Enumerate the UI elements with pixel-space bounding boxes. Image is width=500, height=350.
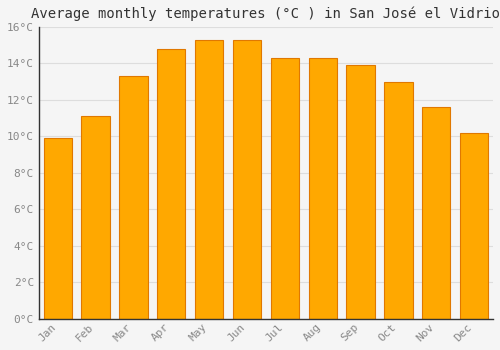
- Bar: [308, 58, 337, 319]
- Bar: [233, 40, 261, 319]
- Bar: [270, 58, 299, 319]
- Bar: [157, 49, 186, 319]
- Bar: [384, 82, 412, 319]
- Bar: [422, 107, 450, 319]
- Title: Average monthly temperatures (°C ) in San José el Vidrio: Average monthly temperatures (°C ) in Sa…: [32, 7, 500, 21]
- Bar: [346, 65, 375, 319]
- Bar: [82, 116, 110, 319]
- Bar: [119, 76, 148, 319]
- Bar: [195, 40, 224, 319]
- Bar: [44, 138, 72, 319]
- Bar: [460, 133, 488, 319]
